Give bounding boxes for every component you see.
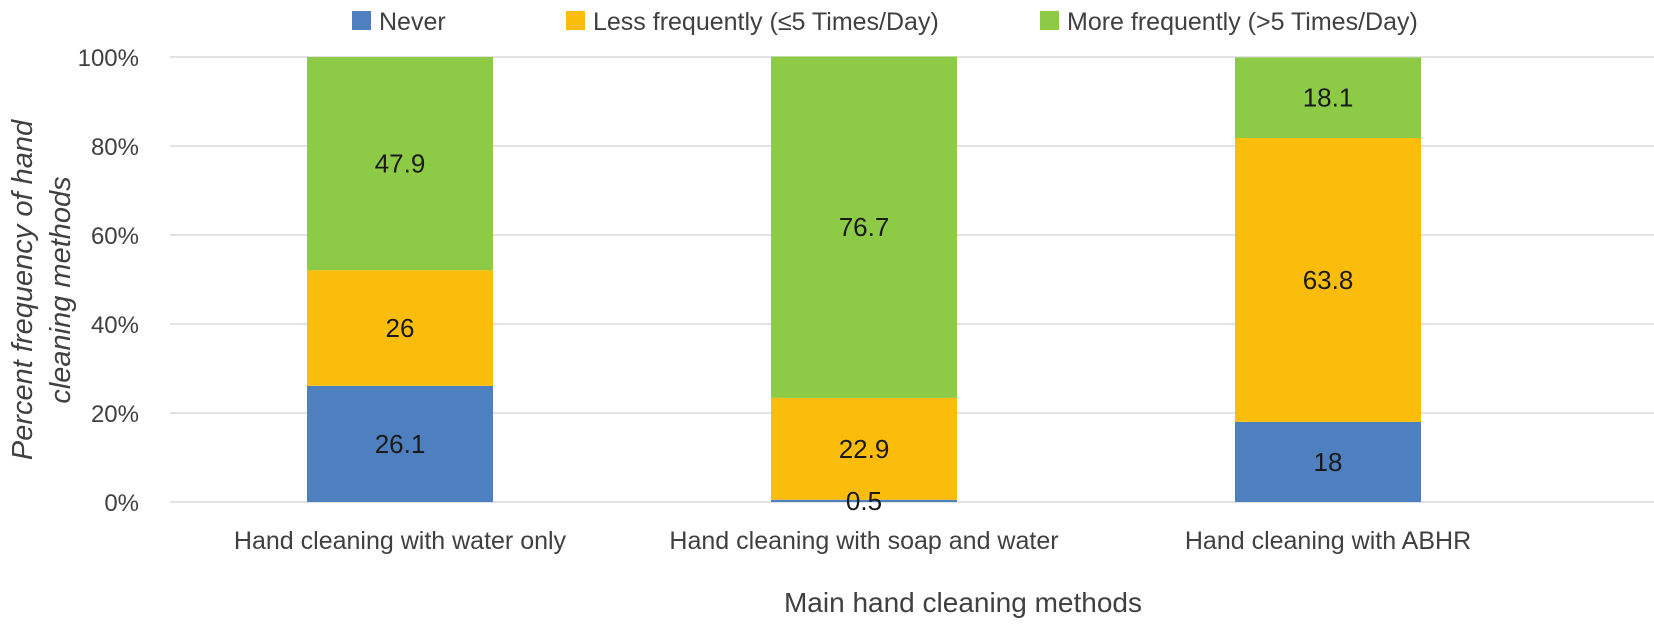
y-axis-title-line-2: cleaning methods [45, 176, 77, 403]
bar-segment [1235, 137, 1421, 422]
legend-swatch [566, 11, 585, 30]
y-axis-title: Percent frequency of hand cleaning metho… [7, 119, 77, 460]
legend-swatch [1040, 11, 1059, 30]
bar-segment [307, 385, 493, 502]
data-label: 26 [386, 313, 415, 343]
x-category-label: Hand cleaning with soap and water [669, 527, 1058, 555]
y-axis-title-line-1: Percent frequency of hand [7, 119, 39, 460]
y-tick-label: 0% [104, 490, 139, 517]
data-label: 18 [1314, 447, 1343, 477]
legend-label: More frequently (>5 Times/Day) [1067, 8, 1418, 36]
data-label: 18.1 [1303, 83, 1354, 113]
data-labels: 26.1 26 47.9 0.5 22.9 76.7 18 63.8 18.1 [375, 83, 1354, 516]
bar-segment [771, 56, 957, 398]
legend-label: Never [379, 8, 446, 36]
data-label: 63.8 [1303, 265, 1354, 295]
data-label: 22.9 [839, 434, 890, 464]
data-label: 26.1 [375, 429, 426, 459]
y-axis-ticks: 0% 20% 40% 60% 80% 100% [78, 45, 139, 517]
x-axis-categories: Hand cleaning with water only Hand cleani… [234, 527, 1471, 555]
legend-swatch [352, 11, 371, 30]
bar-segment [771, 499, 957, 502]
x-axis-title: Main hand cleaning methods [784, 587, 1142, 618]
y-tick-label: 80% [91, 134, 139, 161]
data-label: 47.9 [375, 149, 426, 179]
y-tick-label: 60% [91, 223, 139, 250]
y-tick-label: 100% [78, 45, 139, 72]
bar-segment [307, 270, 493, 386]
bars [307, 56, 1421, 502]
y-tick-label: 40% [91, 312, 139, 339]
bar-segment [1235, 421, 1421, 502]
data-label: 0.5 [846, 486, 882, 516]
legend-label: Less frequently (≤5 Times/Day) [593, 8, 939, 36]
legend: Never Less frequently (≤5 Times/Day) More … [352, 8, 1418, 36]
bar-segment [771, 397, 957, 500]
bar-segment [307, 57, 493, 271]
y-tick-label: 20% [91, 401, 139, 428]
x-category-label: Hand cleaning with water only [234, 527, 567, 555]
bar-segment [1235, 57, 1421, 138]
x-category-label: Hand cleaning with ABHR [1185, 527, 1471, 555]
data-label: 76.7 [839, 212, 890, 242]
